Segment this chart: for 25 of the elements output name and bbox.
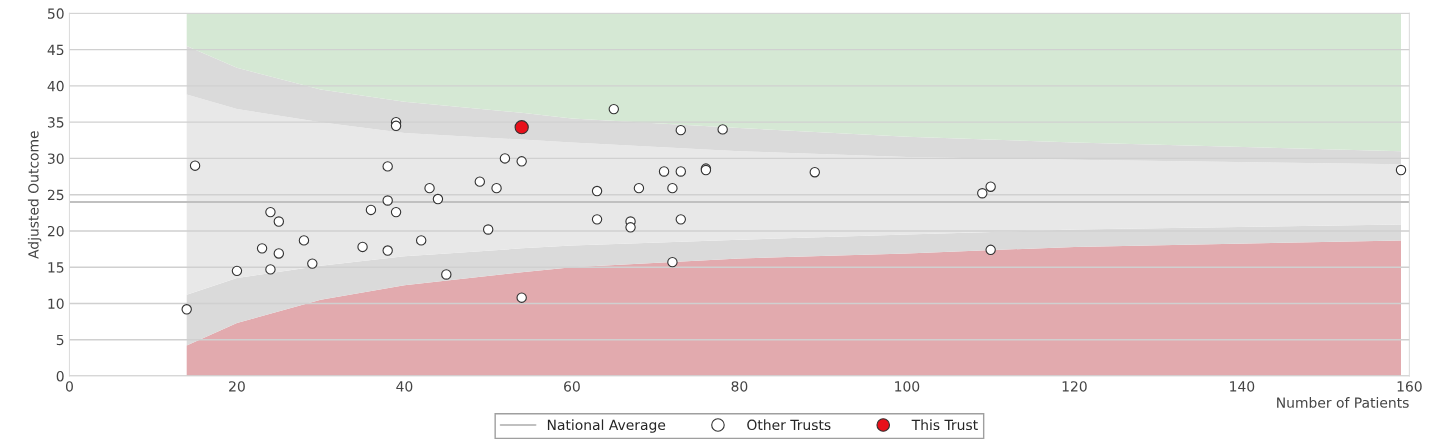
x-tick-label: 80: [731, 381, 748, 392]
y-tick-label: 35: [47, 117, 64, 128]
x-tick-label: 40: [396, 381, 413, 392]
x-axis-title: Number of Patients: [1277, 397, 1409, 408]
y-tick-label: 5: [56, 334, 64, 346]
y-tick-label: 50: [47, 8, 64, 19]
legend-label: Other Trusts: [747, 419, 831, 431]
x-tick-label: 20: [229, 381, 245, 392]
x-tick-label: 0: [65, 381, 73, 392]
legend-label: This Trust: [911, 419, 978, 431]
x-tick-label: 60: [564, 381, 580, 392]
y-tick-label: 10: [48, 298, 64, 309]
y-tick-label: 45: [47, 44, 64, 56]
y-tick-label: 20: [47, 225, 64, 237]
y-axis-title: Adjusted Outcome: [27, 131, 42, 259]
y-tick-label: 0: [56, 370, 64, 382]
x-tick-label: 100: [895, 381, 920, 392]
y-tick-label: 15: [48, 262, 64, 273]
y-tick-label: 25: [47, 189, 64, 201]
legend-label: National Average: [547, 419, 666, 433]
x-tick-label: 120: [1062, 381, 1087, 392]
x-tick-label: 160: [1397, 381, 1422, 392]
y-tick-label: 30: [47, 153, 64, 164]
y-tick-label: 40: [47, 80, 64, 92]
x-tick-label: 140: [1230, 381, 1255, 392]
